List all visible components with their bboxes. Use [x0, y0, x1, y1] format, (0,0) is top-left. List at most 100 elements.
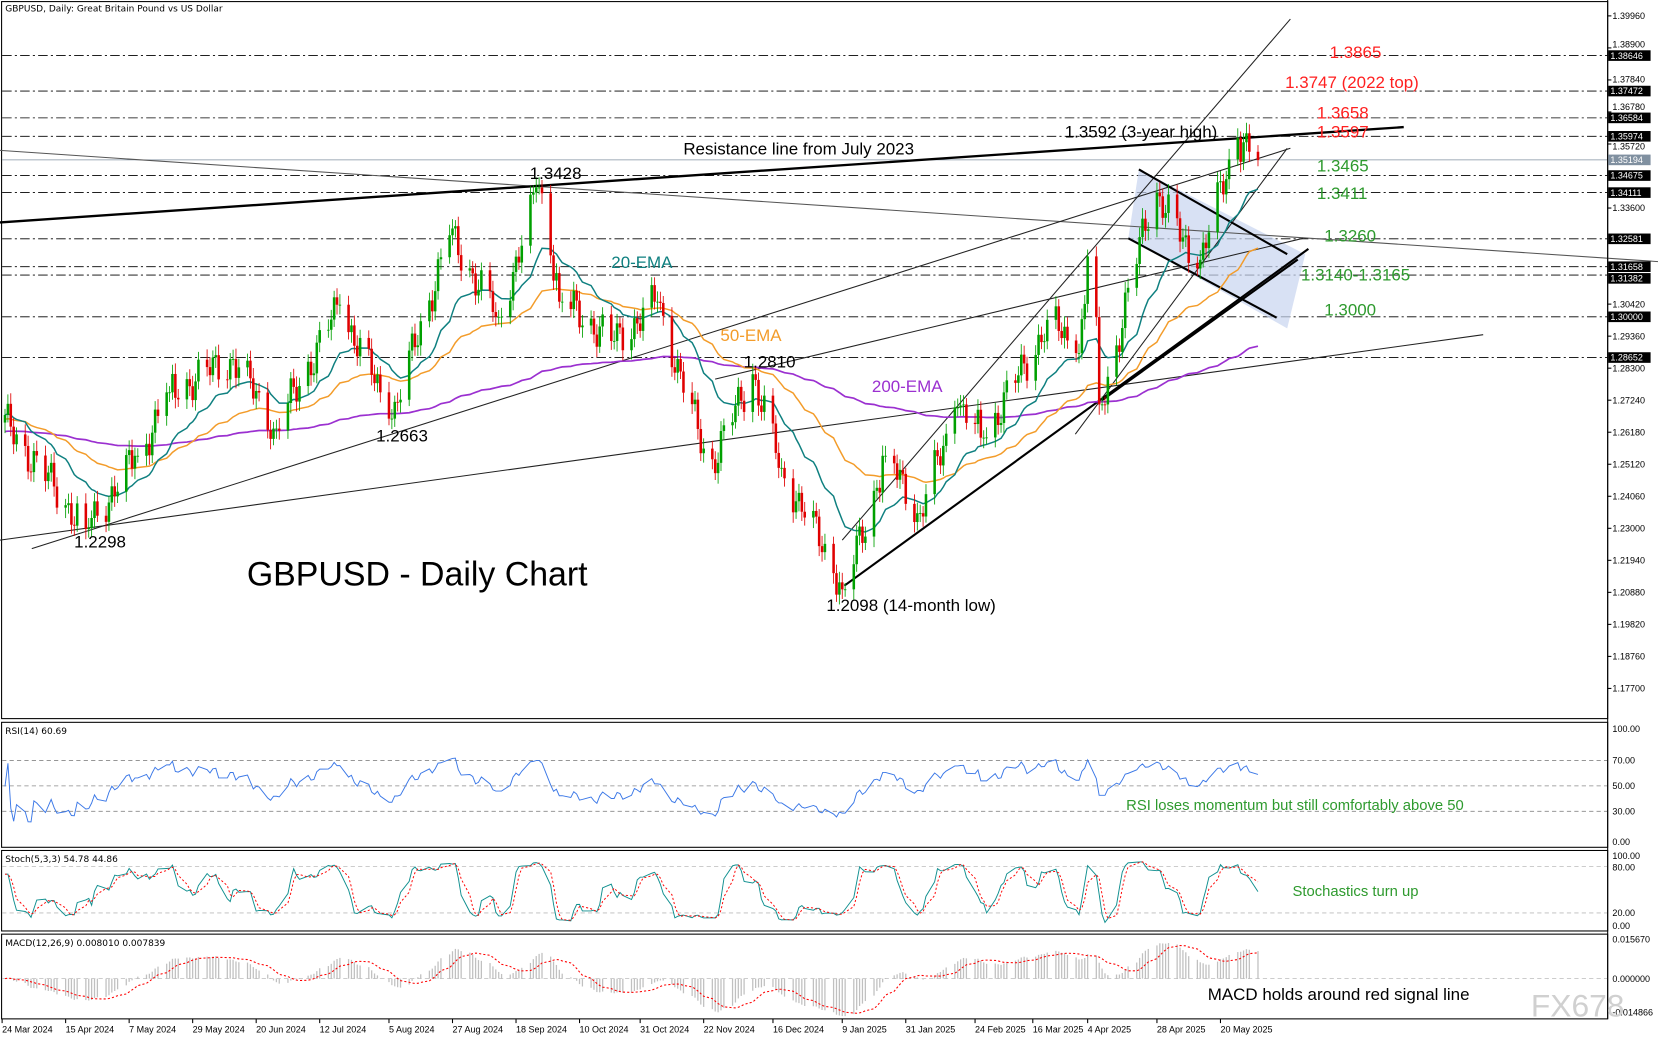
candle-body [1187, 235, 1190, 263]
candle-body [916, 513, 919, 523]
candle-body [150, 432, 154, 456]
date-tick-label: 20 May 2025 [1220, 1025, 1272, 1035]
price-tick-label: 1.35720 [1612, 141, 1645, 151]
stoch-header: Stoch(5,3,3) 54.78 44.86 [5, 855, 118, 865]
candle-body [1236, 137, 1240, 160]
candle-body [993, 412, 997, 438]
candle-body [376, 374, 379, 384]
candle-body [107, 502, 111, 522]
candle-body [1204, 242, 1208, 249]
macd-tick: -0.014866 [1612, 1008, 1653, 1018]
candle-body [431, 300, 434, 312]
candle-body [197, 359, 200, 382]
candle-body [650, 285, 653, 308]
level-tag-label: 1.34675 [1610, 171, 1643, 181]
candle-body [1083, 303, 1087, 320]
level-1.3140-1.3165: 1.3140-1.3165 [1301, 266, 1410, 285]
candle-body [156, 409, 160, 416]
level-tag [1608, 261, 1651, 273]
candle-body [982, 437, 985, 439]
candle-body [47, 472, 50, 482]
date-axis: 24 Mar 2024 15 Apr 2024 7 May 2024 29 May 2… [1, 1018, 1273, 1035]
ema20-label: 20-EMA [611, 253, 673, 272]
candle-body [1022, 354, 1026, 364]
candle-body [872, 490, 876, 537]
date-tick-label: 31 Oct 2024 [640, 1025, 689, 1035]
candle-body [332, 297, 336, 320]
candle-body [1097, 317, 1101, 405]
level-tag-label: 1.37472 [1610, 86, 1643, 96]
level-1.3597: 1.3597 [1317, 123, 1369, 142]
candle-body [1161, 196, 1164, 218]
candle-body [488, 270, 492, 292]
candle-body [552, 255, 555, 281]
candle-body [6, 403, 10, 415]
candle-body [1245, 133, 1248, 143]
candle-body [419, 321, 423, 346]
level-tag-label: 1.32581 [1610, 234, 1643, 244]
candle-body [104, 515, 108, 522]
current-price-label: 1.35194 [1610, 155, 1643, 165]
date-tick-label: 7 May 2024 [129, 1025, 176, 1035]
candle-body [1095, 256, 1098, 318]
candle-body [661, 302, 665, 316]
price-tick-label: 1.37840 [1612, 75, 1645, 85]
candle-body [881, 455, 884, 493]
candle-body [96, 501, 99, 516]
candle-body [777, 452, 781, 468]
candle-body [298, 386, 301, 402]
candle-body [84, 503, 88, 529]
candle-body [1175, 194, 1179, 219]
date-tick-label: 9 Jan 2025 [842, 1025, 887, 1035]
three-year-high-label: 1.3592 (3-year high) [1065, 123, 1218, 142]
candle-body [396, 401, 399, 403]
candle-body [630, 339, 633, 351]
candle-body [716, 462, 720, 474]
candle-body [448, 235, 451, 258]
candle-body [416, 345, 420, 348]
candle-body [1005, 380, 1009, 393]
candle-body [763, 395, 766, 412]
candle-body [1086, 256, 1089, 304]
candle-body [913, 503, 916, 523]
date-tick-label: 16 Mar 2025 [1033, 1025, 1084, 1035]
candle-body [540, 187, 544, 194]
candle-body [254, 390, 258, 399]
candle-body [1106, 376, 1110, 405]
candle-body [44, 455, 47, 482]
date-tick-label: 5 Aug 2024 [389, 1025, 435, 1035]
candle-body [835, 573, 838, 595]
candle-body [1040, 334, 1043, 343]
date-tick-label: 15 Apr 2024 [66, 1025, 115, 1035]
candle-body [569, 301, 573, 310]
candle-body [1045, 319, 1049, 342]
watermark: FX678 [1531, 988, 1625, 1024]
candle-body [817, 516, 821, 547]
candle-body [690, 392, 694, 405]
candle-body [266, 392, 269, 430]
candle-body [517, 256, 521, 263]
candle-body [410, 333, 414, 351]
date-tick-label: 4 Apr 2025 [1088, 1025, 1132, 1035]
trendlines [0, 18, 1658, 587]
candle-body [1144, 218, 1147, 231]
candle-body [924, 494, 928, 517]
level-tag [1608, 187, 1651, 198]
candle-body [353, 325, 356, 346]
date-tick-label: 12 Jul 2024 [320, 1025, 367, 1035]
price-tick-label: 1.33600 [1612, 203, 1645, 213]
candle-body [474, 273, 477, 296]
candle-body [457, 226, 460, 256]
candle-body [1196, 262, 1199, 269]
candle-body [275, 428, 278, 430]
candle-body [67, 503, 70, 506]
low-1.2098-label: 1.2098 (14-month low) [826, 596, 995, 615]
candle-body [1164, 212, 1167, 218]
candle-body [1103, 404, 1107, 406]
peak-1.3428-label: 1.3428 [530, 164, 582, 183]
candle-body [494, 312, 498, 317]
ema20-line [4, 188, 1259, 533]
stoch-signal-line [4, 861, 1259, 921]
candles [3, 122, 1260, 605]
